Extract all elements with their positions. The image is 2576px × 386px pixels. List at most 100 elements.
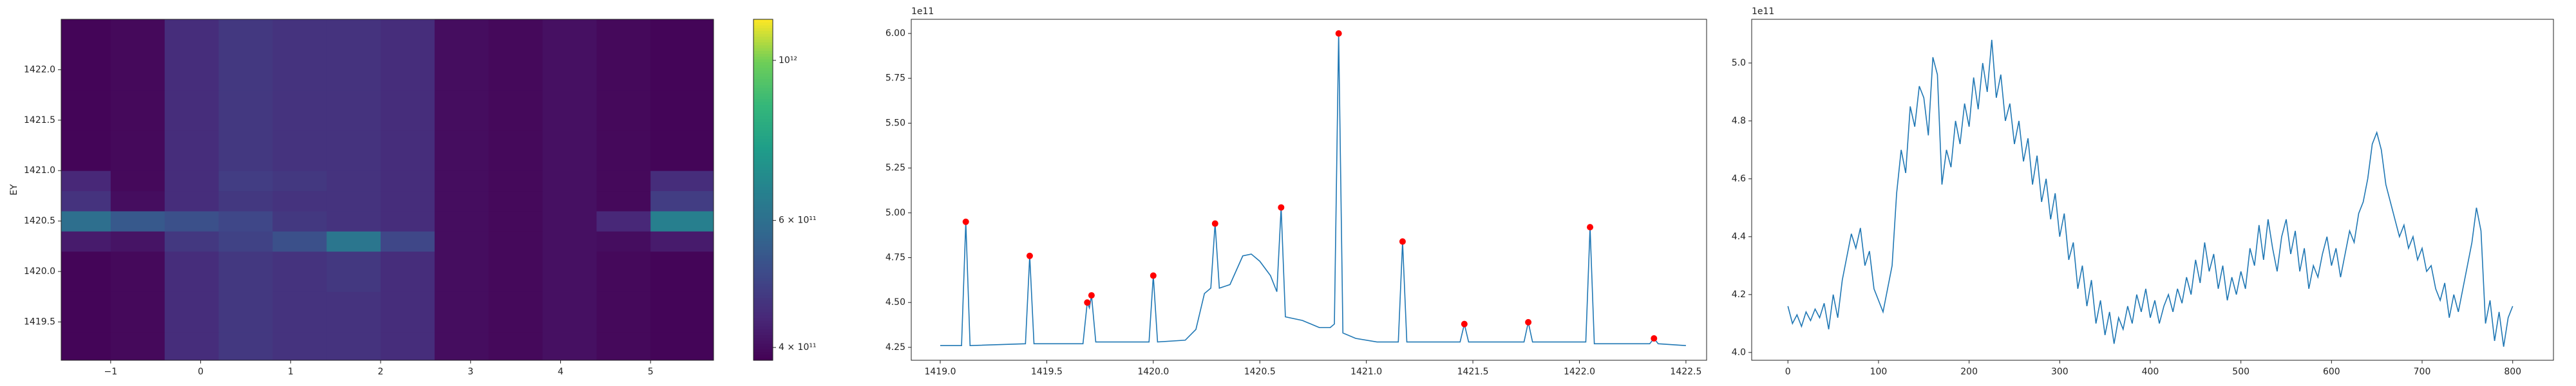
y-tick-label: 5.75 — [886, 73, 905, 84]
colorbar-step — [753, 241, 773, 244]
peak-marker — [962, 218, 969, 225]
heat-cell — [218, 251, 273, 292]
heat-cell — [542, 210, 597, 232]
colorbar-step — [753, 340, 773, 344]
x-tick-label: 1419.5 — [1031, 367, 1063, 377]
peak-marker — [1335, 30, 1342, 37]
heat-cell — [61, 170, 111, 192]
colorbar-step — [753, 156, 773, 160]
heat-cell — [61, 89, 111, 131]
colorbar-step — [753, 201, 773, 205]
x-tick-label: 4 — [558, 367, 564, 377]
colorbar-step — [753, 184, 773, 188]
colorbar-step — [753, 209, 773, 213]
heat-cell — [488, 190, 544, 212]
colorbar-step — [753, 110, 773, 114]
colorbar-step — [753, 207, 773, 210]
axes: 0 100 200 300 400 500 600 700 800 4.0 4.2 4.4 4.6 4.8… — [1732, 6, 2554, 377]
heat-cell — [272, 332, 327, 360]
x-tick-label: 0 — [198, 367, 204, 377]
heat-cell — [542, 130, 597, 171]
heat-cell — [381, 231, 435, 252]
heat-cell — [488, 89, 544, 131]
colorbar-step — [753, 246, 773, 250]
colorbar-step — [753, 138, 773, 142]
heat-cell — [110, 291, 166, 333]
colorbar-step — [753, 311, 773, 315]
x-tick-label: 700 — [2414, 367, 2431, 377]
colorbar-step — [753, 167, 773, 170]
colorbar-step — [753, 19, 773, 23]
heat-cell — [327, 89, 381, 131]
colorbar-step — [753, 269, 773, 273]
peak-marker — [1088, 292, 1095, 299]
colorbar-step — [753, 64, 773, 68]
colorbar-step — [753, 93, 773, 96]
heat-cell — [542, 89, 597, 131]
heat-cell — [164, 130, 220, 171]
colorbar-step — [753, 331, 773, 335]
colorbar-step — [753, 323, 773, 327]
heat-cell — [164, 210, 220, 232]
colorbar-step — [753, 124, 773, 128]
heat-cell — [650, 190, 714, 212]
colorbar-step — [753, 283, 773, 287]
colorbar-step — [753, 272, 773, 276]
heat-cell — [488, 251, 544, 292]
heat-cell — [381, 89, 435, 131]
heat-cell — [381, 332, 435, 360]
heat-cell — [164, 190, 220, 212]
heat-cell — [381, 291, 435, 333]
heat-cell — [542, 190, 597, 212]
x-tick-label: 2 — [378, 367, 384, 377]
heat-cell — [218, 231, 273, 252]
x-tick-label: 100 — [1870, 367, 1888, 377]
heat-cell — [327, 190, 381, 212]
colorbar-step — [753, 349, 773, 353]
colorbar-step — [753, 303, 773, 307]
colorbar-step — [753, 212, 773, 216]
heat-cell — [542, 291, 597, 333]
colorbar-step — [753, 36, 773, 40]
y-tick-label: 1421.0 — [24, 165, 55, 176]
axes-frame — [61, 19, 714, 361]
heat-cell — [596, 251, 651, 292]
heat-cell — [542, 231, 597, 252]
colorbar-step — [753, 118, 773, 122]
x-tick-label: 800 — [2504, 367, 2521, 377]
y-tick-label: 4.25 — [886, 342, 905, 353]
heat-cell — [488, 291, 544, 333]
y-tick-label: 4.75 — [886, 253, 905, 263]
colorbar-step — [753, 172, 773, 176]
heat-cell — [218, 291, 273, 333]
colorbar-tick-label: 10¹² — [779, 55, 797, 66]
y-tick-label: 4.6 — [1732, 174, 1746, 184]
heat-cell — [596, 210, 651, 232]
heat-cell — [650, 332, 714, 360]
plot-area — [940, 30, 1686, 346]
colorbar-step — [753, 326, 773, 330]
heat-cell — [61, 332, 111, 360]
y-tick-label: 6.00 — [886, 28, 905, 39]
colorbar-step — [753, 136, 773, 140]
colorbar-step — [753, 44, 773, 48]
colorbar-step — [753, 286, 773, 290]
heat-cell — [488, 231, 544, 252]
x-tick-label: 1 — [288, 367, 294, 377]
colorbar-step — [753, 82, 773, 86]
heat-cell — [596, 332, 651, 360]
heat-cell — [272, 231, 327, 252]
colorbar-step — [753, 150, 773, 154]
heat-cell — [596, 89, 651, 131]
heat-cell — [434, 89, 489, 131]
colorbar-step — [753, 229, 773, 233]
heat-cell — [434, 251, 489, 292]
y-tick-label: 5.00 — [886, 208, 905, 218]
data-line — [940, 33, 1686, 346]
heat-cell — [272, 251, 327, 292]
heat-cell — [488, 170, 544, 192]
heat-cell — [488, 210, 544, 232]
colorbar-step — [753, 351, 773, 355]
heat-cell — [650, 251, 714, 292]
